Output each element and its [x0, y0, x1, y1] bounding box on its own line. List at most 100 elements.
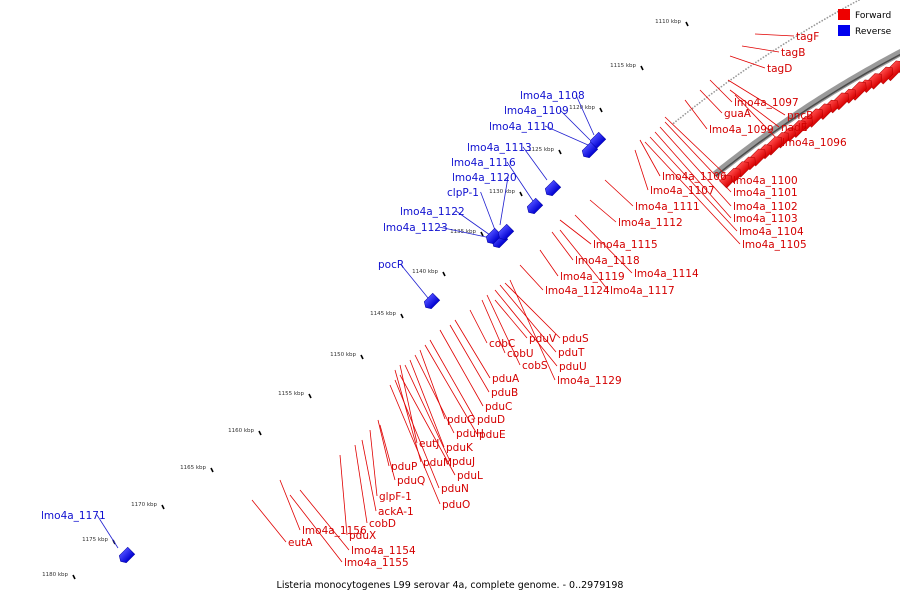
forward-gene-label: lmo4a_1129 [557, 375, 622, 387]
ruler-dot [787, 40, 790, 42]
ruler-dot [813, 24, 816, 27]
forward-gene-label: ackA-1 [378, 506, 414, 518]
tick-mark [72, 574, 76, 580]
leader-line [559, 229, 609, 291]
ruler-dot [725, 82, 728, 84]
leader-line [727, 79, 786, 116]
leader-line [299, 489, 350, 551]
tick-label: 1180 kbp [42, 572, 68, 578]
reverse-gene-label: lmo4a_1113 [467, 142, 532, 154]
legend-forward-swatch [838, 9, 850, 20]
tick-label: 1110 kbp [655, 19, 681, 25]
ruler-dot [679, 116, 682, 119]
ruler-dot [713, 91, 716, 93]
reverse-gene-label: lmo4a_1110 [489, 121, 554, 133]
reverse-features [118, 131, 607, 564]
forward-gene-label: pduV [529, 333, 557, 345]
reverse-gene-label: lmo4a_1108 [520, 90, 585, 102]
leader-line [399, 374, 456, 476]
leader-line [394, 369, 422, 463]
forward-gene-label: cobU [507, 348, 534, 360]
ruler-dot [858, 0, 860, 1]
legend-reverse-swatch [838, 25, 850, 36]
ruler-dot [730, 78, 733, 81]
leader-line [604, 179, 634, 207]
leader-line [377, 419, 390, 467]
forward-gene-label: tagD [767, 63, 792, 75]
ruler-dot [703, 98, 706, 100]
ruler-dot [795, 35, 798, 38]
tick-mark [400, 313, 404, 319]
ruler-dots [672, 0, 860, 125]
leader-line [289, 494, 343, 563]
ruler-dot [823, 18, 826, 21]
tick-mark [519, 191, 523, 197]
ruler-dot [770, 51, 772, 54]
ruler-dot [698, 101, 701, 104]
leader-line [409, 359, 445, 448]
tick-mark [480, 231, 484, 237]
forward-gene-label: lmo4a_1107 [650, 185, 715, 197]
forward-gene-label: pncB [787, 110, 813, 122]
tick-label: 1145 kbp [370, 311, 396, 317]
ruler-dot [816, 22, 818, 25]
leader-line [639, 139, 661, 177]
forward-gene-label: lmo4a_1106 [662, 171, 727, 183]
ruler-dot [715, 89, 718, 91]
forward-gene-label: lmo4a_1119 [560, 271, 625, 283]
ruler-dot [810, 25, 813, 28]
forward-gene-label: lmo4a_1100 [733, 175, 798, 187]
leader-line [414, 354, 455, 434]
leader-line [481, 299, 506, 354]
leader-line [494, 289, 558, 367]
forward-gene-label: pduQ [397, 475, 425, 487]
ruler-dot [767, 53, 770, 55]
leader-line [741, 45, 780, 53]
leader-line [480, 191, 496, 231]
leader-line [96, 514, 119, 549]
forward-gene-label: pduE [479, 429, 506, 441]
forward-gene-label: cobD [369, 518, 396, 530]
leader-line [379, 424, 396, 481]
ruler-dot [689, 109, 692, 111]
leader-line [699, 89, 723, 114]
reverse-gene [497, 223, 515, 241]
leader-line [389, 384, 441, 505]
forward-gene-label: lmo4a_1115 [593, 239, 658, 251]
leader-line [424, 344, 478, 435]
ruler-dot [775, 48, 777, 50]
tick-label: 1130 kbp [489, 189, 515, 195]
leader-line [634, 149, 649, 191]
forward-gene [825, 99, 839, 114]
ruler-dot [790, 38, 793, 41]
leader-line [400, 263, 429, 299]
leader-line [469, 309, 488, 344]
ruler-dot [750, 64, 752, 67]
forward-gene-label: tagF [796, 31, 819, 43]
forward-gene-label: lmo4a_1096 [782, 137, 847, 149]
reverse-gene [118, 546, 136, 564]
forward-gene-label: eutA [288, 537, 313, 549]
tick-mark [161, 504, 165, 510]
ruler-dot [798, 33, 800, 36]
ruler-dot [686, 111, 689, 113]
ruler-ticks: 1110 kbp 1115 kbp 1120 kbp 1125 kbp 1130 kbp… [42, 19, 689, 580]
tick-mark [210, 467, 214, 473]
ruler-dot [742, 70, 745, 72]
tick-label: 1175 kbp [82, 537, 108, 543]
forward-gene-label: glpF-1 [379, 491, 412, 503]
forward-gene-label: lmo4a_1156 [302, 525, 367, 537]
legend: Forward Reverse [838, 9, 892, 37]
ruler-dot [800, 32, 803, 34]
ruler-dot [852, 2, 855, 4]
forward-gene-label: pduT [558, 347, 585, 359]
forward-gene-label: pduN [441, 483, 469, 495]
ruler-dot [847, 4, 850, 7]
ruler-dot [762, 56, 765, 59]
forward-gene-label: lmo4a_1097 [734, 97, 799, 109]
reverse-gene [526, 197, 544, 215]
ruler-dot [747, 66, 750, 69]
ruler-dot [826, 16, 829, 19]
